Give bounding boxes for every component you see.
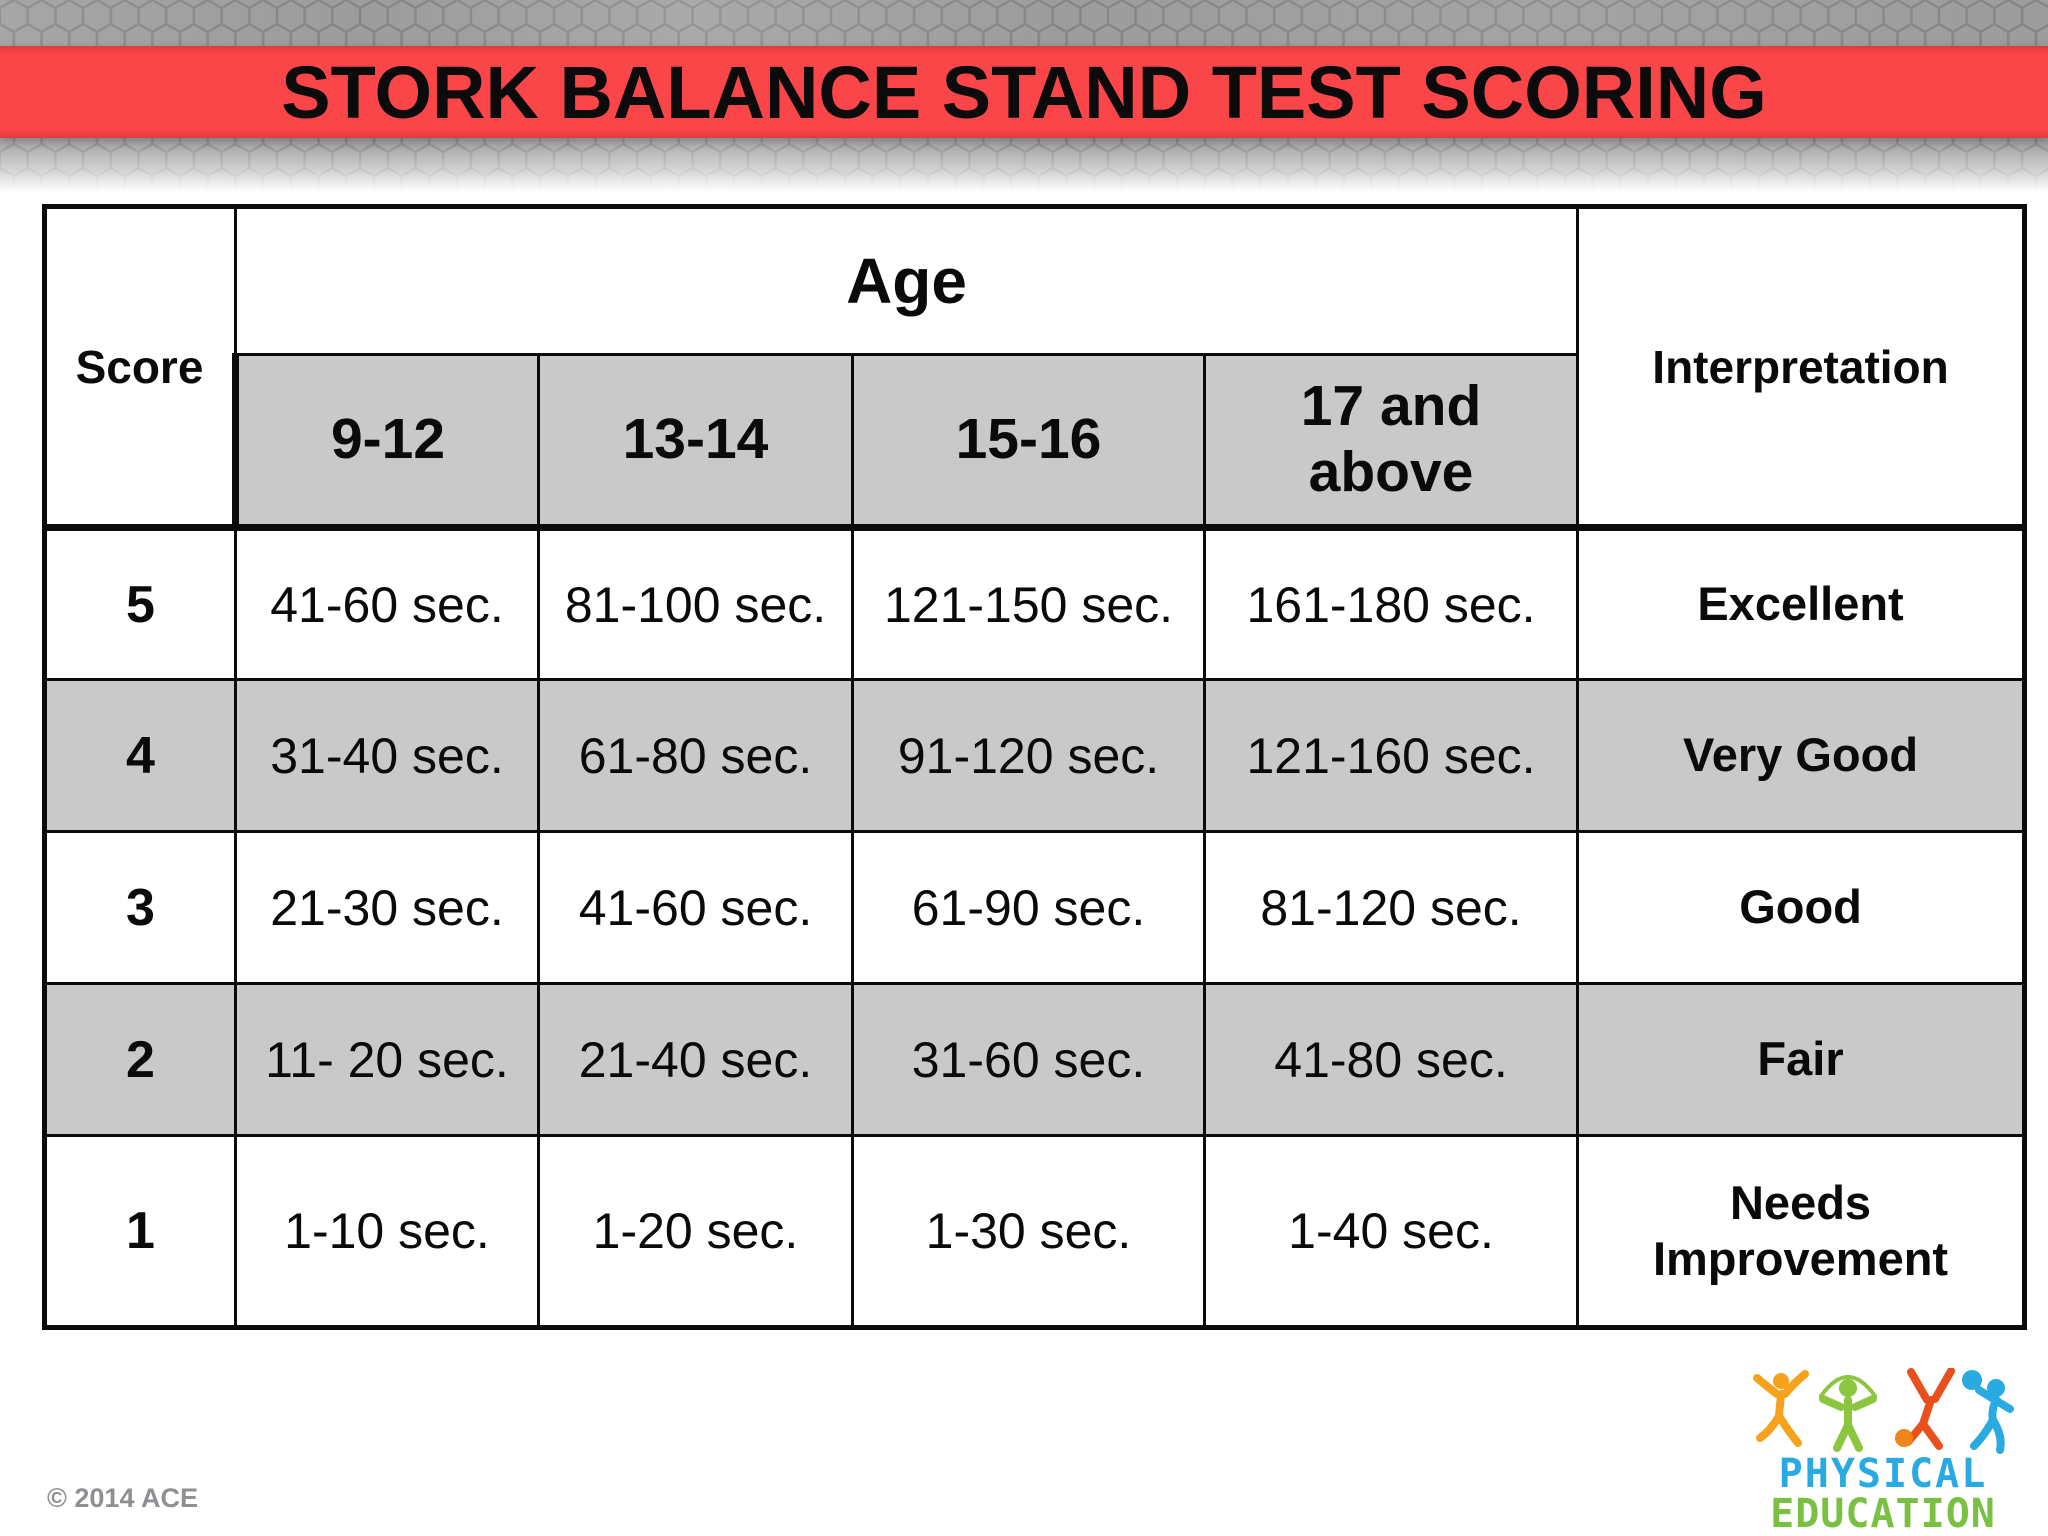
ball-icon [1962,1370,1982,1390]
time-cell: 121-150 sec. [851,524,1206,681]
interpretation-cell: Needs Improvement [1576,1134,2027,1329]
cartwheel-figure-icon [1895,1368,1955,1450]
time-cell: 11- 20 sec. [234,982,540,1137]
title-banner: STORK BALANCE STAND TEST SCORING [0,46,2048,138]
logo-text-education: EDUCATION [1770,1491,1996,1536]
page-title: STORK BALANCE STAND TEST SCORING [281,50,1767,134]
time-cell: 81-100 sec. [537,524,854,681]
score-cell: 4 [43,678,237,833]
copyright-text: © 2014 ACE [47,1483,198,1513]
interpretation-cell: Excellent [1576,524,2027,681]
time-cell: 121-160 sec. [1202,678,1580,833]
score-cell: 2 [43,982,237,1137]
time-cell: 41-80 sec. [1202,982,1580,1137]
active-figures-icon [1753,1368,2014,1454]
table-row-score-3: 3 21-30 sec. 41-60 sec. 61-90 sec. 81-12… [43,830,2027,985]
score-column-header: Score [43,205,237,529]
score-cell: 3 [43,830,237,985]
time-cell: 21-30 sec. [234,830,540,985]
table-row-score-1: 1 1-10 sec. 1-20 sec. 1-30 sec. 1-40 sec… [43,1134,2027,1329]
interpretation-cell: Good [1576,830,2027,985]
table-row-score-4: 4 31-40 sec. 61-80 sec. 91-120 sec. 121-… [43,678,2027,833]
time-cell: 1-30 sec. [851,1134,1206,1329]
age-band-17-above: 17 and above [1202,353,1580,529]
jump-rope-figure-icon [1819,1375,1877,1452]
texture-fade [0,140,2048,192]
time-cell: 61-80 sec. [537,678,854,833]
time-cell: 81-120 sec. [1202,830,1580,985]
logo-text-physical: PHYSICAL [1778,1451,1988,1497]
age-band-13-14: 13-14 [537,353,854,529]
score-cell: 5 [43,524,237,681]
ball-icon [1895,1429,1913,1447]
score-cell: 1 [43,1134,237,1329]
time-cell: 61-90 sec. [851,830,1206,985]
time-cell: 161-180 sec. [1202,524,1580,681]
age-group-header: Age [233,205,1580,356]
time-cell: 21-40 sec. [537,982,854,1137]
physical-education-logo: PHYSICAL EDUCATION [1740,1368,2026,1536]
age-band-9-12: 9-12 [232,353,540,529]
time-cell: 1-10 sec. [234,1134,540,1329]
ball-player-figure-icon [1962,1370,2014,1454]
time-cell: 91-120 sec. [851,678,1206,833]
time-cell: 41-60 sec. [234,524,540,681]
jumping-figure-icon [1753,1370,1809,1447]
scoring-table: Score Age Interpretation 9-12 13-14 15-1… [42,204,2028,1330]
interpretation-column-header: Interpretation [1576,205,2027,529]
time-cell: 31-40 sec. [234,678,540,833]
interpretation-cell: Very Good [1576,678,2027,833]
time-cell: 31-60 sec. [851,982,1206,1137]
interpretation-cell: Fair [1576,982,2027,1137]
table-row-score-2: 2 11- 20 sec. 21-40 sec. 31-60 sec. 41-8… [43,982,2027,1137]
age-band-15-16: 15-16 [851,353,1206,529]
table-row-score-5: 5 41-60 sec. 81-100 sec. 121-150 sec. 16… [43,524,2027,681]
time-cell: 1-20 sec. [537,1134,854,1329]
time-cell: 1-40 sec. [1202,1134,1580,1329]
time-cell: 41-60 sec. [537,830,854,985]
